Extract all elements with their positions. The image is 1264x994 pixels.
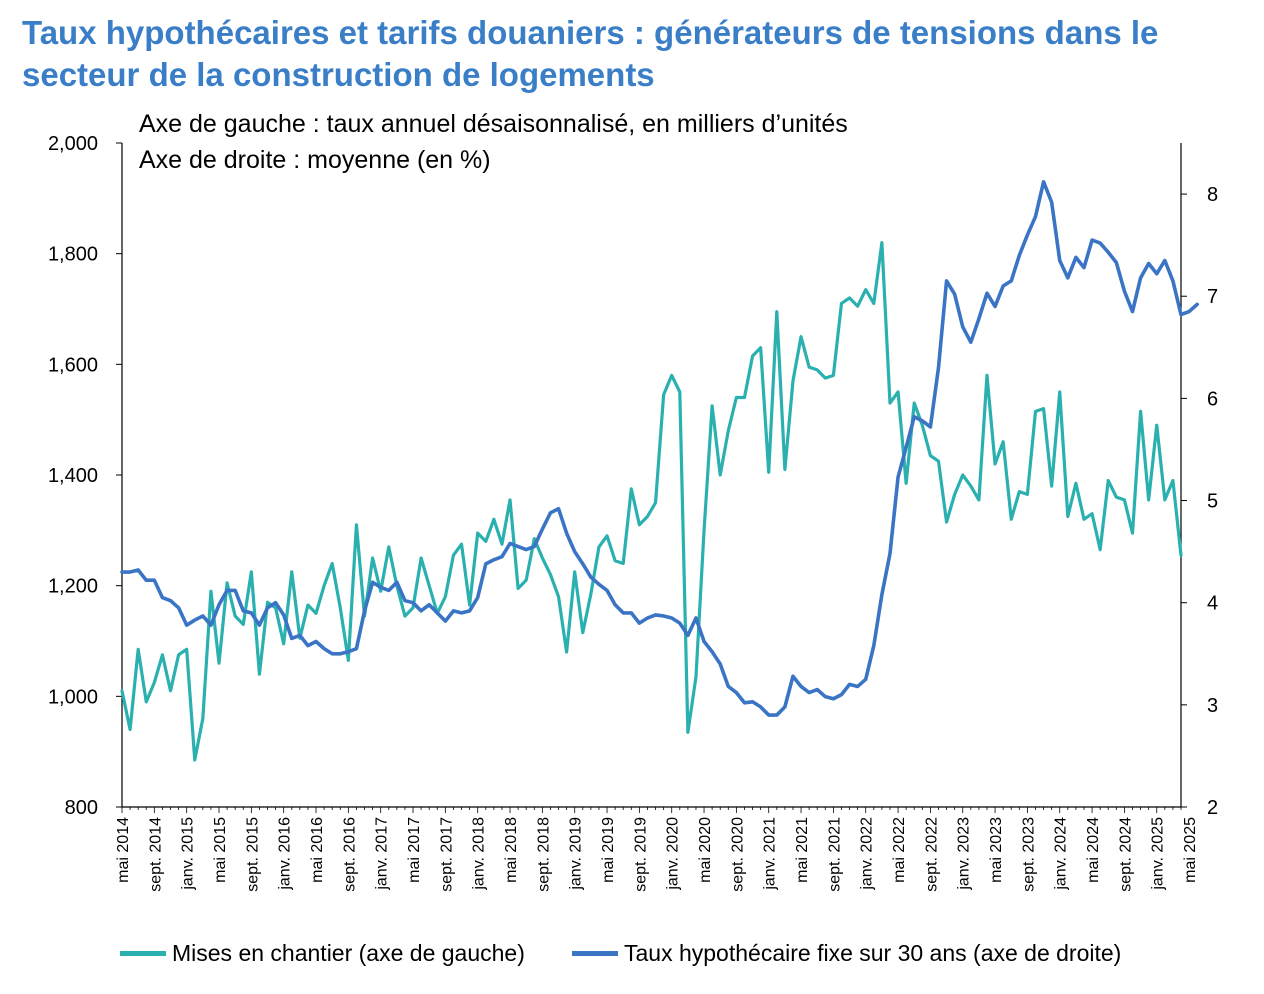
left-tick-label: 800 xyxy=(65,797,98,819)
x-tick-label: janv. 2015 xyxy=(180,817,197,891)
legend-swatch-starts xyxy=(120,950,166,956)
right-tick-label: 6 xyxy=(1207,388,1218,410)
x-tick-label: sept. 2020 xyxy=(729,817,746,892)
left-tick-label: 1,600 xyxy=(48,354,98,376)
x-tick-label: sept. 2019 xyxy=(632,817,649,892)
left-tick-label: 1,800 xyxy=(48,244,98,266)
x-tick-label: janv. 2020 xyxy=(665,817,682,891)
right-tick-label: 8 xyxy=(1207,184,1218,206)
x-tick-label: janv. 2022 xyxy=(859,817,876,891)
x-tick-label: janv. 2024 xyxy=(1053,817,1070,891)
x-tick-label: sept. 2014 xyxy=(147,817,164,892)
right-tick-label: 2 xyxy=(1207,797,1218,819)
x-tick-label: sept. 2015 xyxy=(244,817,261,892)
x-tick-label: sept. 2018 xyxy=(535,817,552,892)
x-tick-label: mai 2015 xyxy=(212,817,229,883)
right-tick-label: 3 xyxy=(1207,695,1218,717)
x-tick-label: janv. 2017 xyxy=(374,817,391,891)
x-tick-label: janv. 2025 xyxy=(1150,817,1167,891)
right-tick-label: 4 xyxy=(1207,593,1218,615)
right-axis-note: Axe de droite : moyenne (en %) xyxy=(139,146,491,174)
x-tick-label: mai 2017 xyxy=(406,817,423,883)
x-tick-label: mai 2016 xyxy=(309,817,326,883)
x-tick-label: mai 2023 xyxy=(988,817,1005,883)
x-tick-label: mai 2022 xyxy=(891,817,908,883)
chart-title: Taux hypothécaires et tarifs douaniers :… xyxy=(22,14,1159,93)
left-axis-note: Axe de gauche : taux annuel désaisonnali… xyxy=(139,110,848,138)
legend-item-mortgage-rate: Taux hypothécaire fixe sur 30 ans (axe d… xyxy=(572,936,1121,970)
legend-label-mortgage-rate: Taux hypothécaire fixe sur 30 ans (axe d… xyxy=(624,939,1122,966)
x-tick-label: mai 2014 xyxy=(115,817,132,883)
x-tick-label: mai 2024 xyxy=(1085,817,1102,883)
left-tick-label: 1,400 xyxy=(48,465,98,487)
x-tick-label: sept. 2017 xyxy=(438,817,455,892)
legend-item-starts: Mises en chantier (axe de gauche) xyxy=(120,936,525,970)
legend-label-starts: Mises en chantier (axe de gauche) xyxy=(172,939,525,966)
x-tick-label: sept. 2023 xyxy=(1020,817,1037,892)
x-tick-label: sept. 2024 xyxy=(1117,817,1134,892)
x-tick-label: sept. 2021 xyxy=(826,817,843,892)
x-tick-label: mai 2021 xyxy=(794,817,811,883)
right-tick-label: 5 xyxy=(1207,491,1218,513)
x-tick-label: janv. 2021 xyxy=(762,817,779,891)
x-tick-label: sept. 2016 xyxy=(341,817,358,892)
left-tick-label: 2,000 xyxy=(48,133,98,155)
x-tick-label: janv. 2016 xyxy=(277,817,294,891)
right-tick-label: 7 xyxy=(1207,286,1218,308)
left-tick-label: 1,200 xyxy=(48,576,98,598)
left-tick-label: 1,000 xyxy=(48,686,98,708)
x-tick-label: janv. 2023 xyxy=(956,817,973,891)
line-housing-starts xyxy=(120,241,1183,762)
line-30yr-mortgage-rate xyxy=(120,180,1199,717)
x-tick-label: janv. 2018 xyxy=(471,817,488,891)
x-tick-label: janv. 2019 xyxy=(568,817,585,891)
legend-swatch-mortgage-rate xyxy=(572,950,618,956)
x-tick-label: mai 2020 xyxy=(697,817,714,883)
x-tick-label: mai 2025 xyxy=(1182,817,1199,883)
x-tick-label: mai 2018 xyxy=(503,817,520,883)
x-tick-label: sept. 2022 xyxy=(923,817,940,892)
x-tick-label: mai 2019 xyxy=(600,817,617,883)
